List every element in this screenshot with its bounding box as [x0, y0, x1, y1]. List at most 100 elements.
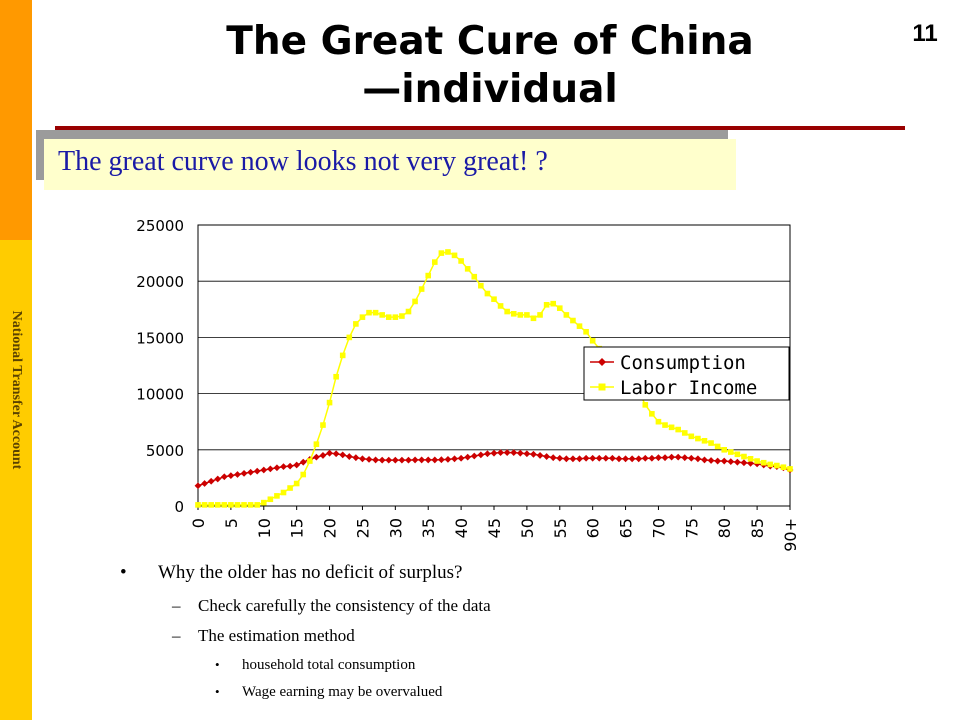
sub-bullet-text: Check carefully the consistency of the d… — [198, 596, 491, 615]
data-point — [227, 472, 235, 480]
data-point — [365, 455, 373, 463]
data-point — [734, 451, 741, 458]
data-point — [266, 465, 274, 473]
data-point — [458, 258, 464, 264]
data-point — [668, 453, 675, 461]
data-point — [583, 328, 589, 335]
data-point — [378, 456, 386, 464]
data-point — [457, 454, 465, 462]
data-point — [570, 317, 576, 324]
data-point — [754, 458, 760, 464]
data-point — [293, 461, 301, 469]
data-point — [432, 259, 438, 265]
data-point — [405, 456, 412, 464]
data-point — [523, 450, 531, 458]
data-point — [313, 441, 320, 447]
subsub-bullet-text: household total consumption — [242, 657, 416, 673]
data-point — [424, 456, 432, 464]
data-point — [254, 502, 260, 508]
y-tick-label: 15000 — [136, 329, 184, 347]
x-tick-label: 55 — [551, 518, 570, 538]
legend-marker — [598, 383, 606, 391]
x-tick-label: 30 — [386, 518, 405, 538]
data-point — [589, 454, 597, 462]
data-point — [359, 455, 366, 463]
data-point — [352, 454, 360, 462]
x-tick-label: 0 — [189, 518, 208, 528]
data-point — [708, 440, 714, 446]
data-point — [194, 482, 202, 490]
data-point — [504, 308, 510, 315]
data-point — [642, 402, 649, 408]
subtitle-text: The great curve now looks not very great… — [58, 146, 548, 177]
data-point — [668, 424, 675, 431]
data-point — [714, 443, 721, 450]
data-point — [477, 451, 485, 459]
data-point — [760, 459, 767, 466]
data-point — [576, 323, 583, 329]
data-point — [418, 456, 426, 464]
data-point — [609, 454, 616, 462]
data-point — [313, 453, 320, 461]
dash-icon: – — [172, 596, 181, 615]
data-point — [207, 477, 215, 485]
data-point — [503, 449, 511, 457]
data-point — [228, 502, 234, 508]
data-point — [280, 489, 287, 496]
subtitle-box — [44, 139, 736, 190]
x-tick-label: 50 — [518, 518, 537, 538]
data-point — [220, 473, 228, 481]
data-point — [550, 300, 556, 307]
data-point — [727, 458, 735, 466]
data-point — [774, 462, 780, 469]
data-point — [648, 454, 656, 462]
data-point — [563, 312, 570, 318]
x-tick-label: 40 — [452, 518, 471, 538]
data-point — [286, 462, 294, 470]
data-point — [300, 471, 307, 478]
data-point — [333, 373, 339, 380]
data-point — [260, 466, 268, 474]
data-point — [675, 426, 681, 433]
data-point — [707, 457, 715, 464]
y-tick-label: 10000 — [136, 386, 184, 404]
data-point — [412, 298, 418, 305]
data-point — [701, 438, 708, 444]
data-point — [332, 450, 340, 458]
data-point — [655, 454, 662, 462]
data-point — [517, 312, 524, 318]
title-line-2: —individual — [362, 67, 618, 112]
x-tick-label: 70 — [649, 518, 668, 538]
data-point — [353, 321, 359, 327]
data-point — [694, 455, 702, 463]
data-point — [602, 454, 610, 462]
data-point — [628, 455, 636, 463]
data-point — [695, 435, 701, 442]
data-point — [214, 475, 222, 483]
data-point — [562, 455, 570, 463]
sidebar-band: National Transfer Account — [0, 0, 32, 720]
data-point — [345, 453, 353, 460]
y-tick-label: 0 — [174, 498, 184, 516]
data-point — [418, 286, 425, 292]
x-tick-label: 80 — [715, 518, 734, 538]
data-point — [582, 454, 590, 462]
data-point — [247, 502, 254, 508]
data-point — [661, 454, 669, 462]
sub-bullet-text: The estimation method — [198, 626, 355, 645]
data-point — [247, 468, 255, 476]
data-point — [687, 454, 695, 462]
data-point — [214, 502, 221, 508]
data-point — [681, 430, 688, 436]
data-point — [273, 464, 281, 472]
legend-box — [583, 346, 790, 401]
data-point — [688, 433, 695, 440]
page-number: 11 — [912, 20, 938, 47]
sidebar-accent — [0, 0, 32, 240]
data-point — [524, 312, 530, 318]
data-point — [438, 250, 445, 256]
sidebar-label: National Transfer Account — [9, 310, 24, 470]
bullet-dot-icon: • — [215, 657, 220, 672]
data-point — [787, 466, 793, 472]
data-point — [398, 456, 406, 464]
